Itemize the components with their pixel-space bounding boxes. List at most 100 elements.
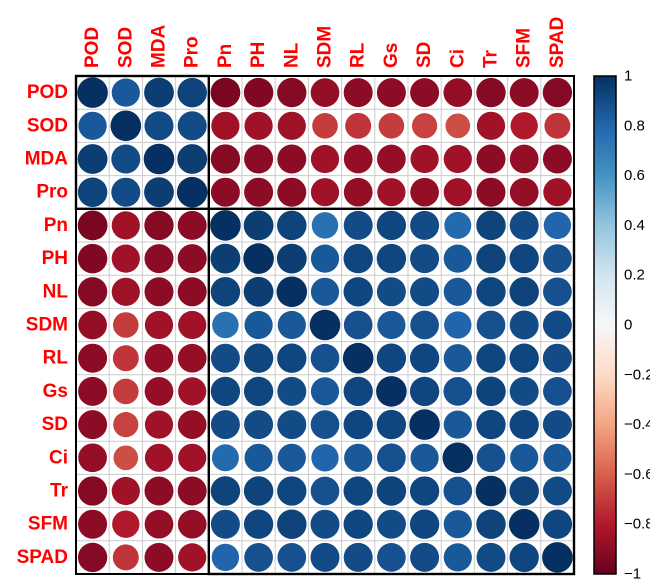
colorbar-tick-label--0.2: −0.2 (624, 366, 650, 383)
corr-cell-Tr-NL (277, 476, 307, 506)
corr-cell-SOD-PH (244, 111, 273, 140)
corr-cell-Pro-RL (343, 177, 373, 207)
corr-cell-Gs-SD (409, 376, 440, 407)
corr-cell-Pn-SPAD (543, 211, 572, 240)
corr-cell-Ci-POD (78, 443, 107, 473)
col-label-Pro: Pro (182, 36, 203, 68)
corr-cell-Ci-MDA (144, 443, 174, 472)
row-label-Gs: Gs (43, 381, 68, 402)
corr-cell-Ci-Tr (476, 443, 506, 473)
row-label-SFM: SFM (28, 514, 68, 535)
corr-cell-MDA-SD (410, 144, 439, 174)
col-label-SFM: SFM (514, 28, 535, 68)
corr-cell-SFM-Gs (376, 509, 406, 539)
col-label-SOD: SOD (115, 27, 136, 68)
row-label-Tr: Tr (50, 481, 69, 502)
corr-cell-SFM-Tr (476, 509, 506, 539)
corr-cell-SD-Gs (376, 409, 407, 440)
corr-cell-SDM-SD (410, 310, 439, 340)
colorbar-tick-label-0.8: 0.8 (624, 117, 645, 134)
corr-cell-SPAD-SPAD (542, 542, 573, 573)
corr-cell-SPAD-Pro (178, 543, 207, 572)
corr-cell-SOD-MDA (144, 111, 174, 141)
col-label-Ci: Ci (447, 49, 468, 68)
corr-cell-Tr-PH (243, 476, 274, 506)
colorbar-tick-label-0.2: 0.2 (624, 267, 645, 284)
corr-cell-Pn-PH (243, 210, 274, 241)
col-label-SPAD: SPAD (547, 17, 568, 68)
corr-cell-Ci-PH (244, 443, 273, 472)
corr-cell-Pro-NL (277, 177, 307, 207)
corr-cell-Tr-RL (343, 476, 373, 506)
corr-cell-Pro-PH (244, 177, 274, 207)
corr-cell-MDA-SDM (310, 144, 340, 174)
corr-cell-Tr-SDM (310, 476, 340, 506)
corr-cell-POD-Gs (376, 78, 406, 108)
corr-cell-SDM-RL (343, 310, 373, 340)
corr-cell-NL-NL (276, 276, 308, 308)
col-label-Pn: Pn (215, 44, 236, 68)
corr-cell-SOD-Pro (177, 111, 207, 141)
corr-cell-SPAD-Gs (377, 543, 406, 572)
corr-cell-Tr-MDA (144, 476, 174, 506)
corr-cell-SPAD-SD (410, 542, 440, 572)
corr-cell-SFM-Ci (443, 510, 472, 539)
corr-cell-Pn-NL (277, 210, 307, 241)
row-label-Ci: Ci (49, 447, 68, 468)
colorbar-tick-label-0.4: 0.4 (624, 217, 645, 234)
corr-cell-SFM-PH (243, 509, 274, 539)
corr-cell-POD-NL (277, 77, 307, 108)
corr-cell-SFM-SPAD (542, 509, 573, 539)
row-label-SDM: SDM (26, 315, 68, 336)
corr-cell-Tr-Tr (475, 475, 507, 507)
row-label-RL: RL (43, 348, 69, 369)
colorbar-tick-label-0.6: 0.6 (624, 167, 645, 184)
corr-cell-SD-SDM (310, 410, 340, 439)
corr-cell-SD-Pro (177, 410, 207, 439)
corr-cell-NL-POD (77, 277, 108, 307)
corr-cell-NL-Pro (177, 277, 207, 307)
corr-cell-SPAD-Pn (211, 543, 240, 572)
corr-cell-RL-POD (78, 343, 108, 373)
colorbar (593, 75, 617, 575)
corr-cell-SFM-NL (277, 509, 307, 539)
corr-cell-Pro-MDA (144, 177, 174, 208)
corr-cell-Pn-MDA (144, 210, 174, 241)
corr-cell-Gs-SFM (509, 376, 539, 406)
corr-cell-SFM-SDM (310, 509, 340, 539)
corr-cell-Pn-Ci (444, 211, 472, 239)
corr-cell-SD-SD (409, 409, 440, 440)
corr-cell-Pn-POD (77, 210, 108, 241)
corr-cell-RL-SPAD (542, 343, 572, 373)
corr-cell-Tr-Pn (210, 476, 241, 506)
col-label-PH: PH (248, 42, 269, 68)
corr-cell-Gs-SPAD (543, 377, 572, 406)
corr-cell-PH-Tr (476, 243, 506, 274)
corr-cell-SD-NL (277, 410, 307, 440)
row-label-PH: PH (42, 248, 68, 269)
col-label-NL: NL (281, 42, 302, 68)
corr-cell-RL-SD (409, 343, 440, 373)
corr-cell-SFM-Pn (210, 509, 240, 539)
corr-cell-POD-SPAD (542, 77, 573, 108)
corr-cell-SD-RL (343, 409, 373, 440)
corr-cell-Pro-Pn (210, 177, 240, 207)
corr-cell-Gs-POD (78, 376, 108, 406)
corr-cell-Pro-SOD (111, 177, 141, 207)
corr-cell-PH-SDM (310, 244, 340, 273)
corr-cell-POD-SDM (310, 78, 340, 107)
corr-cell-MDA-Tr (476, 144, 506, 174)
corr-cell-SOD-Gs (378, 113, 405, 139)
corr-cell-PH-Gs (376, 243, 407, 274)
corr-cell-PH-SFM (509, 243, 539, 274)
corr-cell-SPAD-PH (244, 543, 273, 572)
corr-cell-MDA-Gs (377, 144, 406, 174)
corr-cell-SFM-Pro (177, 509, 207, 539)
corr-cell-POD-SOD (111, 78, 140, 107)
corr-cell-Ci-SDM (311, 444, 339, 472)
corr-cell-Gs-PH (243, 376, 274, 407)
corr-cell-RL-SFM (509, 343, 539, 373)
corr-cell-NL-RL (343, 277, 373, 307)
corr-cell-Ci-SFM (510, 443, 539, 472)
corr-cell-SD-PH (244, 410, 274, 440)
